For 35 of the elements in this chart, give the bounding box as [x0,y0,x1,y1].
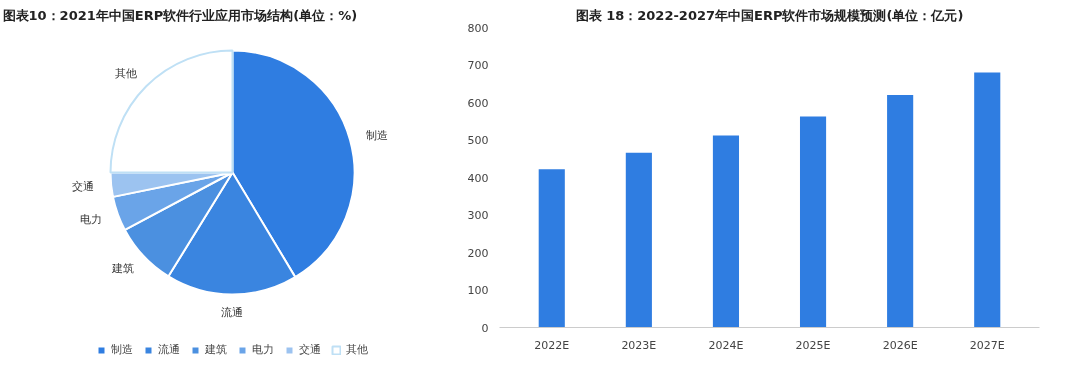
x-tick-label: 2027E [969,338,1005,352]
legend-label: 制造 [111,342,133,357]
y-tick-label: 0 [481,321,489,335]
legend-label: 电力 [252,342,274,357]
slice-label: 流通 [220,306,243,319]
y-tick-label: 500 [467,134,489,147]
bar [538,169,565,328]
y-tick-label: 100 [467,284,489,297]
legend-label: 交通 [299,342,321,357]
y-tick-label: 600 [467,96,489,110]
x-tick-label: 2024E [708,338,744,352]
y-tick-label: 800 [467,21,489,35]
bar [712,135,740,328]
x-tick-label: 2023E [621,338,657,352]
x-tick-label: 2022E [534,338,570,352]
slice-label: 制造 [366,128,389,142]
legend-label: 其他 [346,342,368,357]
x-tick-label: 2026E [882,338,918,352]
legend-label: 建筑 [205,342,227,357]
x-tick-label: 2025E [795,338,831,352]
slice-label: 交通 [72,180,95,194]
bar [887,95,914,328]
bar [625,152,652,328]
bar [974,72,1001,328]
y-tick-label: 300 [467,209,489,222]
y-tick-label: 700 [467,59,489,72]
bar [799,116,827,328]
slice-label: 其他 [115,67,138,81]
y-tick-label: 400 [467,171,489,185]
slice-label: 建筑 [111,261,135,275]
legend-label: 流通 [158,342,180,357]
slice-label: 电力 [80,213,103,227]
chart-title: 图表10：2021年中国ERP软件行业应用市场结构(单位：%) [2,7,358,23]
chart-title: 图表 18：2022-2027年中国ERP软件市场规模预测(单位：亿元) [575,7,964,23]
y-tick-label: 200 [467,246,489,260]
